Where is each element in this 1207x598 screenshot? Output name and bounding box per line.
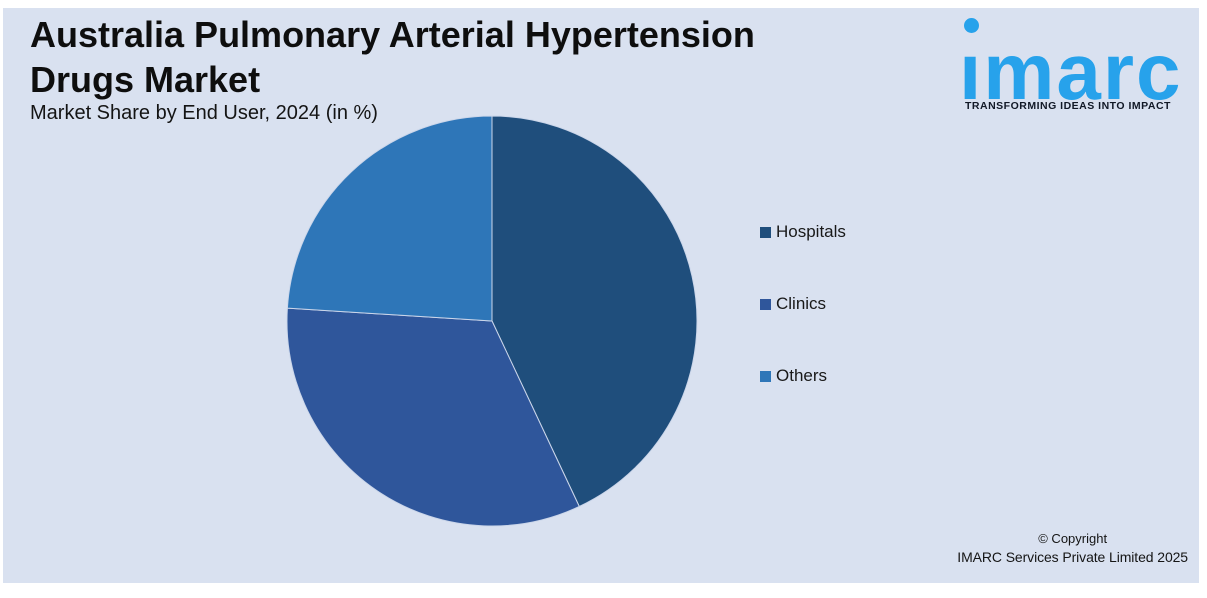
- copyright: © Copyright IMARC Services Private Limit…: [957, 529, 1188, 567]
- copyright-line-2: IMARC Services Private Limited 2025: [957, 549, 1188, 565]
- title-line-2: Drugs Market: [30, 59, 261, 100]
- pie-slice-hospitals: [491, 115, 698, 507]
- imarc-logo-tagline: TRANSFORMING IDEAS INTO IMPACT: [965, 100, 1171, 112]
- legend-label: Hospitals: [776, 222, 846, 241]
- legend-label: Clinics: [776, 294, 827, 313]
- legend-swatch: [760, 370, 771, 382]
- legend-item: Others: [760, 366, 846, 386]
- page-subtitle: Market Share by End User, 2024 (in %): [30, 102, 378, 124]
- pie-chart: [286, 115, 698, 527]
- imarc-logo-text: ımarc: [959, 27, 1183, 116]
- page-title: Australia Pulmonary Arterial Hypertensio…: [30, 12, 755, 102]
- copyright-line-1: © Copyright: [1038, 531, 1108, 546]
- legend-label: Others: [776, 366, 828, 385]
- pie-slice-others: [286, 115, 493, 322]
- legend: Hospitals Clinics Others: [760, 222, 846, 386]
- legend-item: Hospitals: [760, 222, 846, 242]
- chart-panel: Australia Pulmonary Arterial Hypertensio…: [3, 8, 1199, 583]
- legend-swatch: [760, 226, 771, 238]
- pie-slice-clinics: [286, 307, 580, 527]
- legend-swatch: [760, 298, 771, 310]
- title-line-1: Australia Pulmonary Arterial Hypertensio…: [30, 14, 755, 55]
- imarc-logo-dot-icon: [964, 18, 979, 33]
- legend-item: Clinics: [760, 294, 846, 314]
